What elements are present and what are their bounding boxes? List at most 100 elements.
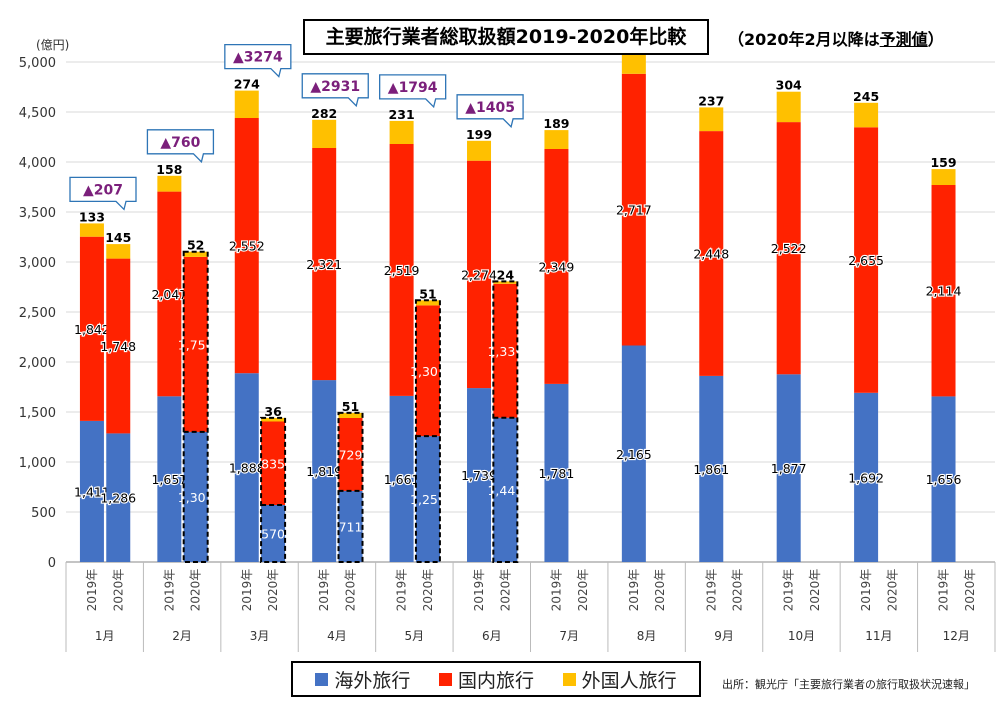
x-year-label: 2020年 [808,569,822,612]
chart-subtitle: （2020年2月以降は予測値） [728,26,944,50]
bar-segment-overseas [389,395,414,562]
x-year-label: 2019年 [240,569,254,612]
data-label-overseas: 1,259 [410,492,446,507]
data-label-inbound: 274 [234,77,260,92]
data-label-overseas: 1,877 [771,461,807,476]
forecast-outline [414,299,441,563]
data-label-domestic: 2,349 [539,259,575,274]
bar-segment-overseas [183,431,208,562]
bar-segment-domestic [621,73,646,346]
bar-segment-domestic [157,191,182,397]
bar-segment-inbound [261,417,286,422]
data-label-overseas: 1,739 [461,468,497,483]
x-month-label: 12月 [943,629,970,643]
bar-segment-domestic [338,418,363,491]
x-month-label: 8月 [637,629,657,643]
callout-bubble [146,129,215,164]
bar-segment-inbound [106,244,131,259]
legend-swatch-overseas [315,672,329,686]
subtitle-forecast: 予測値 [879,30,928,49]
x-year-label: 2019年 [472,569,486,612]
bar-segment-inbound [776,91,801,123]
callout-text: ▲3274 [233,50,283,66]
x-year-label: 2020年 [653,569,667,612]
bar-segment-overseas [234,373,259,562]
data-label-inbound: 133 [79,209,105,224]
legend-label-inbound: 外国人旅行 [581,669,677,692]
x-month-label: 5月 [405,629,425,643]
data-label-overseas: 1,819 [306,464,342,479]
bar-segment-overseas [106,433,131,562]
data-label-overseas: 1,657 [151,472,187,487]
data-label-overseas: 2,165 [616,447,652,462]
bar-segment-inbound [157,175,182,192]
forecast-outline [182,250,209,563]
x-year-label: 2020年 [576,569,590,612]
bar-segment-domestic [544,149,569,384]
bar-segment-domestic [931,185,956,397]
x-year-label: 2019年 [937,569,951,612]
forecast-outline [260,416,287,563]
data-label-domestic: 1,339 [487,344,523,359]
data-label-inbound: 237 [698,93,724,108]
x-month-label: 2月 [172,629,192,643]
y-tick-label: 4,000 [19,156,56,171]
data-label-overseas: 1,781 [539,466,575,481]
subtitle-suffix: ） [927,30,944,49]
x-month-label: 9月 [714,629,734,643]
data-label-domestic: 2,274 [461,267,497,282]
y-tick-label: 5,000 [19,56,56,71]
bar-segment-domestic [389,144,414,396]
data-label-overseas: 1,301 [178,490,214,505]
data-label-inbound: 51 [342,399,359,414]
x-year-label: 2020年 [498,569,512,612]
y-tick-label: 3,000 [19,256,56,271]
x-year-label: 2020年 [421,569,435,612]
data-label-inbound: 51 [419,286,436,301]
source-note: 出所：観光庁「主要旅行業者の旅行取扱状況速報」 [722,678,975,691]
x-month-label: 11月 [865,629,892,643]
bar-segment-domestic [183,256,208,432]
legend-swatch-inbound [562,672,576,686]
data-label-overseas: 1,443 [487,483,523,498]
data-label-domestic: 2,448 [693,247,729,262]
y-axis-unit: (億円) [36,38,70,52]
x-year-label: 2020年 [189,569,203,612]
data-label-domestic: 2,655 [848,253,884,268]
legend-item-inbound: 外国人旅行 [562,666,677,693]
bar-segment-domestic [776,122,801,375]
y-tick-label: 3,500 [19,206,56,221]
y-tick-label: 0 [48,556,56,571]
bar-segment-inbound [699,107,724,132]
x-year-label: 2020年 [266,569,280,612]
data-label-inbound: 159 [930,155,956,170]
callout-bubble [69,176,137,211]
x-month-label: 3月 [250,629,270,643]
bar-segment-inbound [79,223,104,237]
x-year-label: 2019年 [395,569,409,612]
data-label-domestic: 2,552 [229,239,265,254]
data-label-overseas: 1,888 [229,461,265,476]
y-tick-label: 2,500 [19,306,56,321]
x-month-label: 1月 [95,629,115,643]
bar-segment-overseas [467,388,492,562]
callout-bubble [224,43,292,78]
bar-segment-domestic [493,283,518,418]
bar-segment-inbound [234,90,259,118]
bar-segment-domestic [261,421,286,505]
bar-segment-overseas [157,396,182,562]
x-year-label: 2020年 [963,569,977,612]
data-label-domestic: 729 [339,447,363,462]
bar-segment-domestic [699,131,724,376]
callout-bubble [456,94,524,129]
data-label-domestic: 1,307 [410,364,446,379]
data-label-inbound: 158 [156,162,182,177]
legend-label-overseas: 海外旅行 [334,669,411,692]
data-label-domestic: 1,842 [74,322,110,337]
x-month-label: 6月 [482,629,502,643]
x-year-label: 2020年 [885,569,899,612]
x-month-label: 7月 [559,629,579,643]
bar-segment-inbound [467,140,492,161]
x-year-label: 2019年 [859,569,873,612]
